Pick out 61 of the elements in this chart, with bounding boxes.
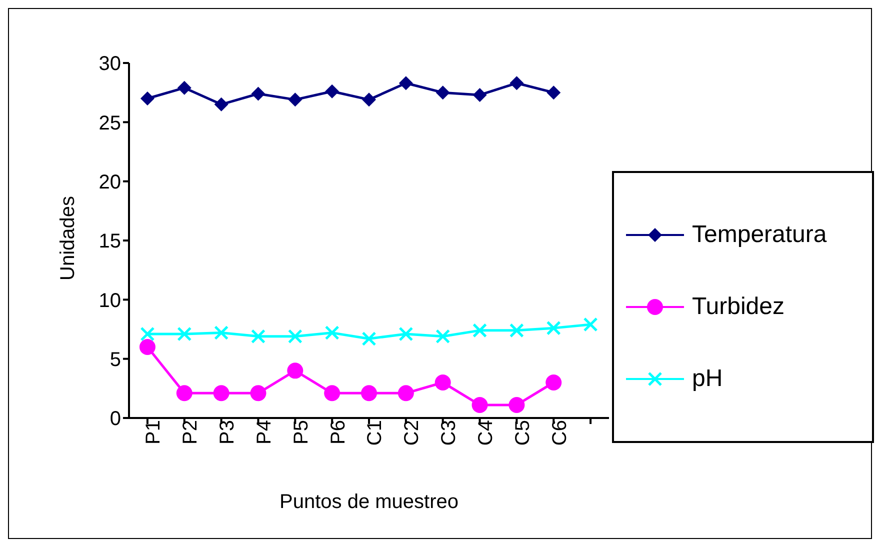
- x-tick-label: C6: [548, 420, 571, 446]
- x-tick-label: P1: [142, 420, 165, 444]
- point: [250, 385, 266, 402]
- x-tick-label: C1: [364, 420, 386, 446]
- y-tick-label: 10: [98, 290, 121, 312]
- point: [324, 326, 340, 340]
- point: [177, 80, 192, 95]
- y-axis-title: Unidades: [57, 196, 80, 280]
- point: [287, 362, 304, 379]
- point: [325, 84, 340, 98]
- point: [472, 88, 487, 102]
- point: [139, 339, 156, 355]
- y-tick-label: 20: [98, 171, 121, 194]
- point: [509, 323, 524, 338]
- point: [140, 92, 154, 106]
- point: [583, 317, 598, 332]
- point: [436, 329, 450, 344]
- y-tick-label: 5: [110, 348, 121, 371]
- point: [288, 329, 302, 344]
- point: [177, 326, 192, 342]
- point: [398, 326, 414, 342]
- legend-label: Turbidez: [692, 293, 784, 321]
- point: [250, 329, 266, 344]
- point: [361, 385, 377, 402]
- point: [362, 92, 376, 107]
- x-tick-label: C2: [401, 420, 424, 446]
- x-tick-label: C3: [438, 420, 460, 446]
- y-tick-label: 25: [98, 112, 121, 134]
- legend-label: pH: [692, 365, 723, 393]
- point: [546, 374, 562, 390]
- x-tick-label: P5: [290, 420, 312, 444]
- point: [362, 331, 376, 346]
- point: [251, 86, 266, 101]
- point: [472, 396, 488, 413]
- point: [324, 385, 340, 402]
- point: [436, 86, 450, 100]
- point: [398, 76, 413, 90]
- x-tick-label: P2: [180, 420, 202, 444]
- point: [510, 76, 524, 90]
- y-tick-label: 15: [98, 230, 121, 253]
- point: [214, 326, 229, 340]
- y-tick-label: 0: [110, 408, 121, 430]
- point: [546, 86, 561, 100]
- legend-label: Temperatura: [692, 221, 827, 249]
- y-tick-label: 30: [98, 53, 121, 76]
- point: [140, 326, 155, 342]
- x-tick-label: P6: [327, 420, 350, 444]
- x-tick-label: P4: [253, 420, 276, 444]
- point: [508, 396, 525, 413]
- x-axis-title: Puntos de muestreo: [280, 491, 458, 513]
- point: [214, 97, 228, 112]
- x-tick-label: P3: [216, 420, 239, 444]
- point: [546, 320, 561, 336]
- point: [434, 374, 451, 390]
- point: [176, 385, 192, 402]
- point: [472, 323, 488, 338]
- x-tick-label: C5: [512, 420, 534, 446]
- x-tick-label: C4: [474, 420, 497, 446]
- point: [398, 385, 414, 402]
- point: [288, 92, 302, 107]
- point: [213, 385, 230, 402]
